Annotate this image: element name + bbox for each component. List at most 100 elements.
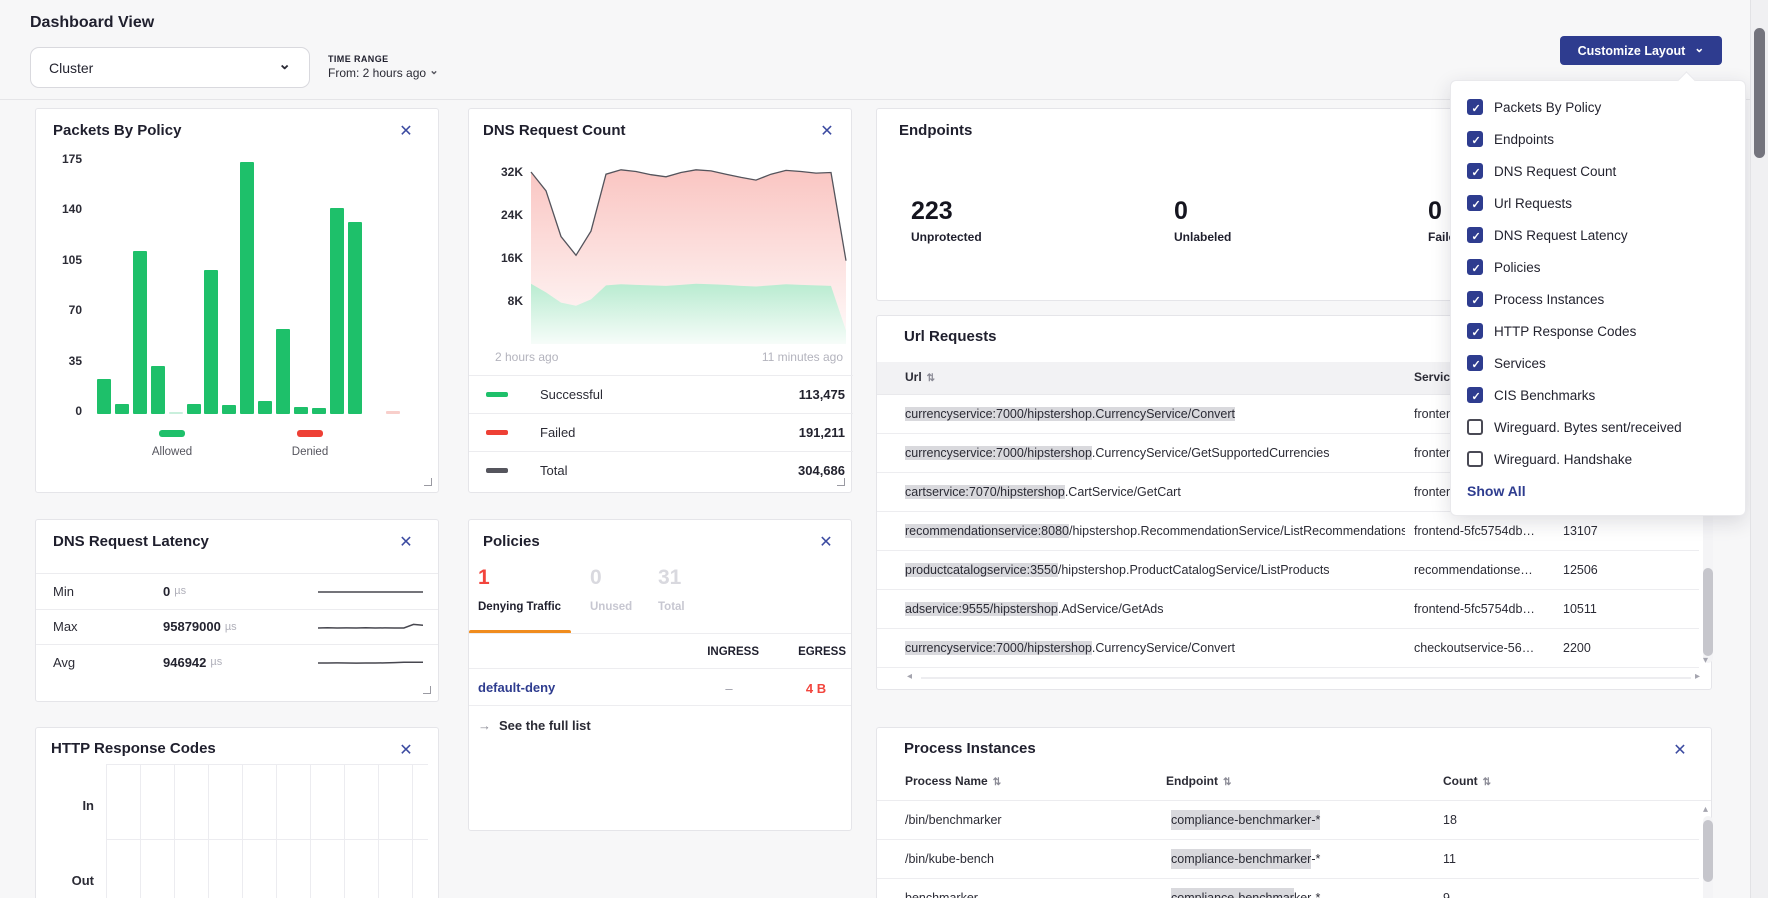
column-header-count[interactable]: Count	[1443, 774, 1491, 788]
horizontal-scrollbar[interactable]	[921, 677, 1691, 679]
table-row[interactable]: benchmarkercompliance-benchmarker-*9	[877, 879, 1699, 898]
close-icon[interactable]	[816, 532, 836, 552]
close-icon[interactable]	[396, 532, 416, 552]
sparkline	[318, 618, 423, 636]
allowed-bar	[348, 222, 362, 414]
url-cell: currencyservice:7000/hipstershop.Currenc…	[905, 446, 1405, 460]
stat-value: 31	[658, 566, 685, 590]
menu-items: Packets By PolicyEndpointsDNS Request Co…	[1451, 91, 1745, 475]
latency-value: 946942	[163, 655, 206, 670]
scroll-right-arrow-icon[interactable]: ▸	[1695, 671, 1700, 682]
column-header-process-name[interactable]: Process Name	[905, 774, 1001, 788]
menu-item-cis-benchmarks[interactable]: CIS Benchmarks	[1451, 379, 1745, 411]
close-icon[interactable]	[396, 740, 416, 760]
table-row[interactable]: productcatalogservice:3550/hipstershop.P…	[877, 551, 1699, 590]
endpoint-highlighted-text: compliance-benchmar	[1171, 888, 1294, 898]
close-icon[interactable]	[396, 121, 416, 141]
menu-item-label: Wireguard. Handshake	[1494, 452, 1632, 467]
menu-item-dns-request-count[interactable]: DNS Request Count	[1451, 155, 1745, 187]
denied-bar	[386, 411, 400, 414]
checkbox-checked-icon[interactable]	[1467, 99, 1483, 115]
table-row[interactable]: /bin/benchmarkercompliance-benchmarker-*…	[877, 801, 1699, 840]
checkbox-checked-icon[interactable]	[1467, 227, 1483, 243]
menu-item-dns-request-latency[interactable]: DNS Request Latency	[1451, 219, 1745, 251]
legend-value: 304,686	[798, 463, 845, 478]
time-range-value[interactable]: From: 2 hours ago	[328, 66, 439, 80]
card-title: DNS Request Latency	[53, 533, 209, 550]
stat-value: 223	[911, 197, 982, 226]
time-range-label: TIME RANGE	[328, 54, 439, 64]
policy-link[interactable]: default-deny	[478, 680, 555, 695]
latency-value: 95879000	[163, 619, 221, 634]
menu-item-packets-by-policy[interactable]: Packets By Policy	[1451, 91, 1745, 123]
dns-request-count-card: DNS Request Count 32K24K16K8K 2 hours ag…	[468, 108, 852, 493]
checkbox-checked-icon[interactable]	[1467, 163, 1483, 179]
divider	[469, 705, 851, 706]
show-all-link[interactable]: Show All	[1467, 483, 1526, 499]
scrollbar-thumb[interactable]	[1703, 820, 1713, 882]
policy-stat-tab[interactable]: 0Unused	[590, 566, 632, 613]
latency-unit: µs	[225, 621, 237, 633]
view-selector[interactable]: Cluster	[30, 47, 310, 88]
checkbox-checked-icon[interactable]	[1467, 387, 1483, 403]
card-title: Url Requests	[904, 328, 997, 345]
scrollbar-thumb[interactable]	[1754, 28, 1765, 158]
policy-stat-tab[interactable]: 1Denying Traffic	[478, 566, 561, 613]
area-chart	[469, 109, 853, 359]
scroll-down-arrow-icon[interactable]: ▾	[1703, 655, 1708, 666]
checkbox-checked-icon[interactable]	[1467, 131, 1483, 147]
allowed-bar	[276, 329, 290, 414]
vertical-scrollbar[interactable]	[1703, 816, 1713, 898]
page-scrollbar[interactable]	[1750, 0, 1768, 898]
menu-notch	[1677, 71, 1695, 89]
process-name-cell: benchmarker	[905, 891, 978, 898]
scroll-left-arrow-icon[interactable]: ◂	[907, 671, 912, 682]
menu-item-label: Url Requests	[1494, 196, 1572, 211]
menu-item-wireguard-bytes-sent-received[interactable]: Wireguard. Bytes sent/received	[1451, 411, 1745, 443]
allowed-bar	[169, 412, 183, 414]
latency-row: Avg946942µs	[36, 644, 438, 680]
checkbox-unchecked-icon[interactable]	[1467, 419, 1483, 435]
menu-item-http-response-codes[interactable]: HTTP Response Codes	[1451, 315, 1745, 347]
menu-item-services[interactable]: Services	[1451, 347, 1745, 379]
legend-row: Total304,686	[469, 451, 853, 489]
table-body: /bin/benchmarkercompliance-benchmarker-*…	[877, 801, 1699, 898]
scroll-up-arrow-icon[interactable]: ▴	[1703, 804, 1708, 815]
resize-handle[interactable]	[837, 478, 845, 486]
menu-item-url-requests[interactable]: Url Requests	[1451, 187, 1745, 219]
service-cell: checkoutservice-56…	[1414, 641, 1556, 655]
scrollbar-thumb[interactable]	[1703, 568, 1713, 656]
card-title: Process Instances	[904, 740, 1036, 757]
checkbox-checked-icon[interactable]	[1467, 323, 1483, 339]
table-row[interactable]: recommendationservice:8080/hipstershop.R…	[877, 512, 1699, 551]
table-row[interactable]: adservice:9555/hipstershop.AdService/Get…	[877, 590, 1699, 629]
checkbox-checked-icon[interactable]	[1467, 355, 1483, 371]
checkbox-checked-icon[interactable]	[1467, 259, 1483, 275]
url-highlighted-text: cartservice:7070/hipstershop	[905, 485, 1065, 499]
url-highlighted-text: currencyservice:7000/hipstershop	[905, 446, 1092, 460]
resize-handle[interactable]	[424, 478, 432, 486]
count-cell: 18	[1443, 813, 1457, 827]
menu-item-wireguard-handshake[interactable]: Wireguard. Handshake	[1451, 443, 1745, 475]
sort-icon	[1478, 774, 1491, 788]
latency-row: Max95879000µs	[36, 609, 438, 645]
endpoint-text: ker-*	[1294, 891, 1320, 898]
sort-icon	[922, 370, 935, 384]
checkbox-checked-icon[interactable]	[1467, 195, 1483, 211]
checkbox-unchecked-icon[interactable]	[1467, 451, 1483, 467]
y-axis-tick: 16K	[489, 251, 523, 265]
column-header-url[interactable]: Url	[905, 370, 935, 384]
x-axis-end-label: 11 minutes ago	[762, 350, 843, 364]
see-full-list-link[interactable]: →See the full list	[478, 718, 591, 733]
menu-item-endpoints[interactable]: Endpoints	[1451, 123, 1745, 155]
checkbox-checked-icon[interactable]	[1467, 291, 1483, 307]
customize-layout-button[interactable]: Customize Layout	[1560, 36, 1722, 65]
column-header-endpoint[interactable]: Endpoint	[1166, 774, 1231, 788]
menu-item-process-instances[interactable]: Process Instances	[1451, 283, 1745, 315]
table-row[interactable]: /bin/kube-benchcompliance-benchmarker-*1…	[877, 840, 1699, 879]
table-row[interactable]: currencyservice:7000/hipstershop.Currenc…	[877, 629, 1699, 668]
close-icon[interactable]	[1670, 740, 1690, 760]
resize-handle[interactable]	[423, 686, 431, 694]
menu-item-policies[interactable]: Policies	[1451, 251, 1745, 283]
policy-stat-tab[interactable]: 31Total	[658, 566, 685, 613]
